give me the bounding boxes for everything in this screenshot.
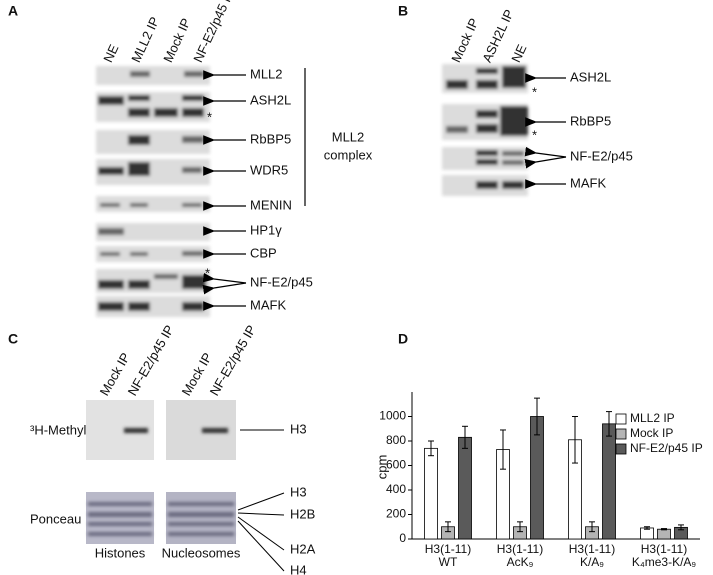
arrows-a — [202, 68, 306, 311]
y-tick-label: 600 — [386, 458, 406, 472]
x-tick-label: WT — [439, 555, 458, 569]
bar — [424, 447, 438, 540]
bar — [458, 436, 472, 540]
lane-header: NE — [100, 42, 121, 65]
band-label: RbBP5 — [570, 113, 611, 128]
lane-header: MLL2 IP — [128, 14, 162, 64]
lane-header: NF-E2/p45 IP — [207, 323, 259, 399]
band-label: H3 — [290, 484, 307, 499]
error-bar — [678, 524, 684, 531]
lane-header: Mock IP — [160, 16, 193, 65]
legend-label: Mock IP — [630, 426, 673, 440]
bar — [602, 423, 616, 540]
band-label: H2A — [290, 541, 316, 556]
legend-label: MLL2 IP — [630, 411, 675, 425]
blots-b — [442, 64, 528, 196]
band-label: H2B — [290, 506, 315, 521]
y-tick-label: 0 — [399, 531, 406, 545]
legend-label: NF-E2/p45 IP — [630, 441, 703, 455]
y-tick-label: 800 — [386, 433, 406, 447]
x-tick-label: K₄me3-K/A₉ — [632, 555, 697, 569]
band-label: H3 — [290, 421, 307, 436]
band-label: MAFK — [250, 297, 286, 312]
x-tick-label: AcK₉ — [507, 555, 534, 569]
panel-label: B — [398, 3, 408, 19]
error-bar — [428, 440, 434, 457]
lane-header: NF-E2/p45 IP — [190, 0, 237, 65]
row-label: ³H-Methyl — [30, 422, 86, 437]
x-tick-label: K/A₉ — [580, 555, 604, 569]
blots-a — [96, 66, 210, 317]
legend-swatch — [615, 428, 627, 440]
band-label: H4 — [290, 562, 307, 575]
asterisk: * — [207, 109, 212, 124]
x-tick-label: H3(1-11) — [641, 542, 687, 556]
lane-headers: NE MLL2 IP Mock IP NF-E2/p45 IP — [100, 0, 237, 65]
bar-chart: D cpm 02004006008001000H3(1-11)WTH3(1-11… — [374, 331, 702, 569]
complex-label: MLL2 — [332, 129, 365, 144]
error-bar — [534, 397, 540, 436]
error-bar — [606, 411, 612, 437]
band-label: MENIN — [250, 197, 292, 212]
lane-header: Mock IP — [448, 16, 481, 65]
x-tick-label: H3(1-11) — [425, 542, 471, 556]
error-bar — [644, 526, 650, 530]
asterisk: * — [532, 127, 537, 142]
error-bar — [445, 521, 451, 533]
band-label: HP1γ — [250, 222, 282, 237]
gel-label: Nucleosomes — [162, 545, 241, 560]
band-label: ASH2L — [250, 92, 291, 107]
asterisk: * — [532, 84, 537, 99]
asterisk: * — [205, 265, 210, 280]
x-tick-label: H3(1-11) — [497, 542, 543, 556]
panel-label: D — [398, 331, 408, 347]
band-label: NF-E2/p45 — [570, 148, 633, 163]
error-bar — [589, 521, 595, 533]
blots-c — [86, 400, 285, 572]
lane-header: NE — [508, 42, 529, 65]
y-tick-label: 1000 — [379, 409, 406, 423]
band-label: MLL2 — [250, 66, 283, 81]
band-label: MAFK — [570, 175, 606, 190]
band-label: ASH2L — [570, 69, 611, 84]
lane-header: NF-E2/p45 IP — [125, 323, 177, 399]
legend-swatch — [615, 443, 627, 455]
band-label: WDR5 — [250, 162, 288, 177]
error-bar — [661, 528, 667, 531]
y-axis-label: cpm — [374, 455, 389, 480]
row-label: Ponceau — [30, 511, 81, 526]
error-bar — [462, 425, 468, 449]
error-bar — [500, 429, 506, 470]
y-tick-label: 400 — [386, 482, 406, 496]
complex-label: complex — [324, 147, 373, 162]
legend-swatch — [615, 413, 627, 425]
gel-label: Histones — [95, 545, 146, 560]
panel-label: A — [8, 3, 18, 19]
band-label: NF-E2/p45 — [250, 274, 313, 289]
panel-label: C — [8, 331, 18, 347]
error-bar — [572, 416, 578, 464]
bar — [657, 528, 671, 540]
x-tick-label: H3(1-11) — [569, 542, 615, 556]
band-label: RbBP5 — [250, 131, 291, 146]
error-bar — [517, 521, 523, 533]
band-label: CBP — [250, 245, 277, 260]
y-tick-label: 200 — [386, 507, 406, 521]
